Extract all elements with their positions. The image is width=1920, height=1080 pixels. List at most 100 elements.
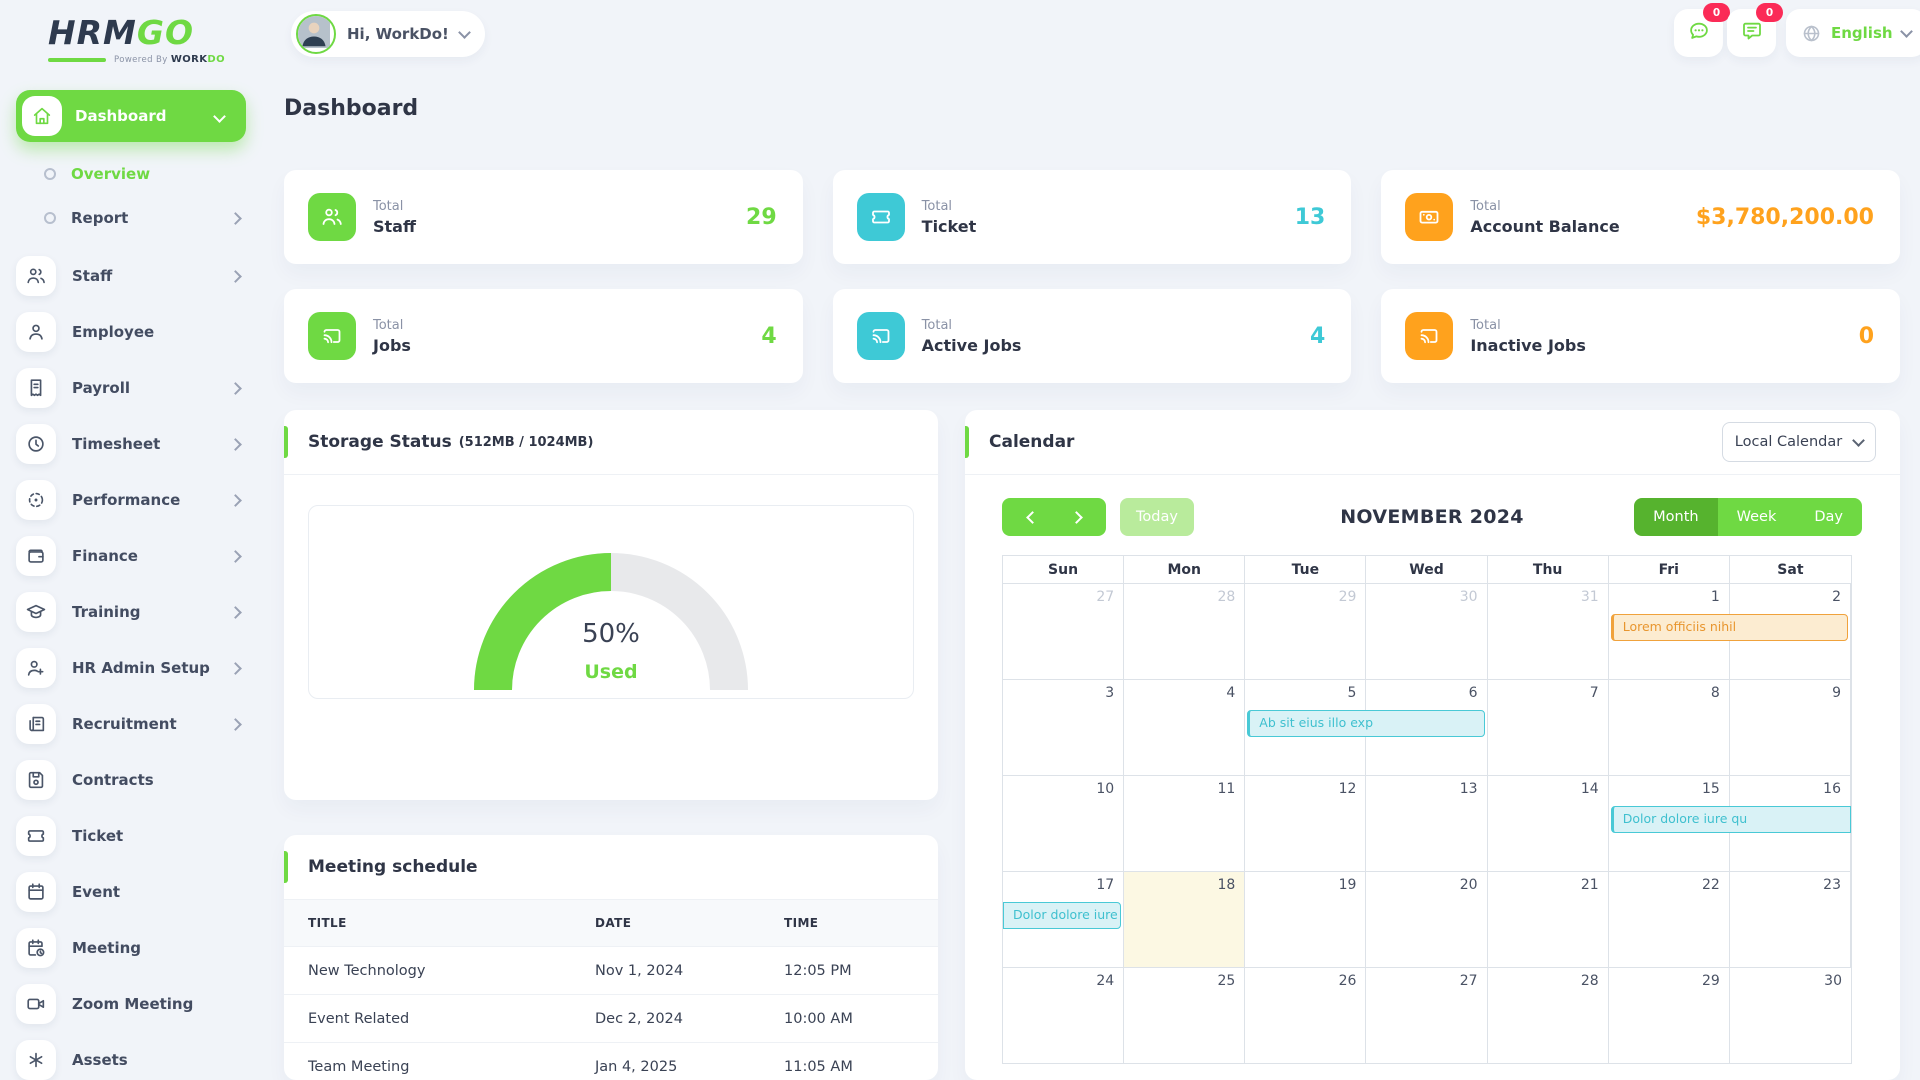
calendar-day-cell[interactable]: 14 — [1488, 776, 1609, 871]
calendar-day-cell[interactable]: 24 — [1003, 968, 1125, 1063]
stat-card-ticket: Total Ticket 13 — [832, 170, 1352, 264]
sidebar-item-staff[interactable]: Staff — [16, 256, 246, 296]
sidebar-item-event[interactable]: Event — [16, 872, 246, 912]
calendar-day-cell[interactable]: 22 — [1609, 872, 1730, 967]
school-icon — [16, 592, 56, 632]
calendar-day-cell[interactable]: 20 — [1366, 872, 1488, 967]
gauge-used-label: Used — [584, 661, 637, 683]
calendar-day-cell[interactable]: 11 — [1124, 776, 1246, 871]
calendar-day-cell[interactable]: 2 — [1730, 584, 1851, 679]
sidebar-item-recruitment[interactable]: Recruitment — [16, 704, 246, 744]
brand-logo[interactable]: HRMGO Powered By WORKDO — [48, 16, 225, 65]
video-icon — [16, 984, 56, 1024]
calendar-day-cell[interactable]: 31 — [1488, 584, 1609, 679]
meeting-schedule-card: Meeting schedule TITLE DATE TIME New Techn… — [284, 835, 938, 1080]
calendar-clock-icon — [16, 928, 56, 968]
language-selector[interactable]: English — [1786, 9, 1920, 57]
calendar-day-cell[interactable]: 28 — [1488, 968, 1609, 1063]
view-button-month[interactable]: Month — [1634, 498, 1718, 536]
calendar-day-cell[interactable]: 29 — [1609, 968, 1730, 1063]
sidebar-item-finance[interactable]: Finance — [16, 536, 246, 576]
stat-prefix: Total — [921, 198, 953, 214]
weekday-header-fri: Fri — [1609, 556, 1730, 583]
view-button-week[interactable]: Week — [1717, 498, 1796, 536]
sidebar-item-overview[interactable]: Overview — [16, 152, 246, 196]
weekday-header-mon: Mon — [1124, 556, 1246, 583]
calendar-day-cell[interactable]: 26 — [1245, 968, 1367, 1063]
today-button[interactable]: Today — [1120, 498, 1194, 536]
view-button-day[interactable]: Day — [1795, 498, 1862, 536]
calendar-day-cell[interactable]: 4 — [1124, 680, 1246, 775]
calendar-event[interactable]: Dolor dolore iure — [1003, 902, 1122, 929]
calendar-day-cell[interactable]: 30 — [1824, 973, 1842, 989]
sidebar-item-label: Performance — [72, 491, 181, 509]
next-month-button[interactable] — [1054, 498, 1098, 536]
calendar-day-cell[interactable]: 30 — [1366, 584, 1488, 679]
sidebar-item-contracts[interactable]: Contracts — [16, 760, 246, 800]
chat-button[interactable]: 0 — [1674, 3, 1730, 57]
target-icon — [16, 480, 56, 520]
chevron-right-icon — [229, 603, 242, 621]
receipt-icon — [16, 368, 56, 408]
calendar-day-cell[interactable]: 19 — [1245, 872, 1367, 967]
sidebar-item-hr-admin-setup[interactable]: HR Admin Setup — [16, 648, 246, 688]
wallet-icon — [16, 536, 56, 576]
sidebar-item-assets[interactable]: Assets — [16, 1040, 246, 1080]
sidebar-item-label: Contracts — [72, 771, 154, 789]
calendar-day-cell[interactable]: 27 — [1366, 968, 1488, 1063]
calendar-event[interactable]: Ab sit eius illo exp — [1247, 710, 1485, 737]
calendar-day-cell[interactable]: 21 — [1488, 872, 1609, 967]
calendar-day-cell[interactable]: 13 — [1366, 776, 1488, 871]
calendar-day-cell[interactable]: 8 — [1609, 680, 1730, 775]
sidebar-item-zoom-meeting[interactable]: Zoom Meeting — [16, 984, 246, 1024]
stat-prefix: Total — [1470, 198, 1501, 214]
calendar-event[interactable]: Dolor dolore iure qu — [1610, 806, 1851, 833]
calendar-event[interactable]: Lorem officiis nihil — [1610, 614, 1848, 641]
sidebar-item-payroll[interactable]: Payroll — [16, 368, 246, 408]
calendar-day-cell[interactable]: 7 — [1488, 680, 1609, 775]
calendar-day-cell[interactable]: 28 — [1124, 584, 1246, 679]
stat-value: 4 — [761, 323, 777, 349]
chat-badge: 0 — [1703, 3, 1730, 22]
sidebar-item-label: HR Admin Setup — [72, 659, 210, 677]
calendar-day-cell[interactable]: 29 — [1245, 584, 1367, 679]
calendar-day-cell[interactable]: 12 — [1245, 776, 1367, 871]
calendar-toolbar: Today NOVEMBER 2024 Month Week Day — [1002, 497, 1862, 537]
calendar-day-cell[interactable]: 27 — [1003, 584, 1125, 679]
calendar-day-cell[interactable]: 3 — [1003, 680, 1125, 775]
sidebar-item-training[interactable]: Training — [16, 592, 246, 632]
calendar-day-cell[interactable]: 6 — [1366, 680, 1488, 775]
calendar-day-cell[interactable]: 9 — [1730, 680, 1851, 775]
calendar-day-cell[interactable]: 17 — [1003, 872, 1125, 967]
brand-tagline: Powered By WORKDO — [48, 54, 225, 65]
calendar-title: Calendar — [989, 432, 1075, 452]
stat-label: Jobs — [373, 335, 411, 355]
calendar-day-cell[interactable]: 25 — [1124, 968, 1246, 1063]
sidebar-item-report[interactable]: Report — [16, 196, 246, 240]
sidebar-item-label: Zoom Meeting — [72, 995, 194, 1013]
sidebar-item-performance[interactable]: Performance — [16, 480, 246, 520]
calendar-card: Calendar Local Calendar Today NOVEMBER 2… — [965, 410, 1900, 1080]
chevron-down-icon — [1899, 25, 1913, 38]
sidebar-item-timesheet[interactable]: Timesheet — [16, 424, 246, 464]
notifications-button[interactable]: 0 — [1727, 3, 1783, 57]
calendar-day-cell[interactable]: 23 — [1730, 872, 1851, 967]
sidebar-item-meeting[interactable]: Meeting — [16, 928, 246, 968]
floppy-icon — [16, 760, 56, 800]
bullet-ring-icon — [44, 212, 56, 224]
chevron-right-icon — [229, 435, 242, 453]
storage-gauge: 50% Used — [308, 505, 914, 699]
sidebar-item-employee[interactable]: Employee — [16, 312, 246, 352]
sidebar-item-dashboard[interactable]: Dashboard — [16, 90, 246, 142]
prev-month-button[interactable] — [1010, 498, 1054, 536]
user-menu[interactable]: Hi, WorkDo! — [291, 11, 485, 57]
calendar-day-cell[interactable]: 10 — [1003, 776, 1125, 871]
cast-icon — [1405, 312, 1454, 360]
meeting-row: Event Related Dec 2, 2024 10:00 AM — [284, 994, 938, 1043]
globe-icon — [1801, 23, 1822, 44]
sidebar-item-label: Recruitment — [72, 715, 177, 733]
calendar-source-select[interactable]: Local Calendar — [1722, 422, 1876, 462]
calendar-day-cell-today[interactable]: 18 — [1124, 872, 1246, 967]
brand-hrm: HRM — [48, 13, 137, 52]
sidebar-item-ticket[interactable]: Ticket — [16, 816, 246, 856]
